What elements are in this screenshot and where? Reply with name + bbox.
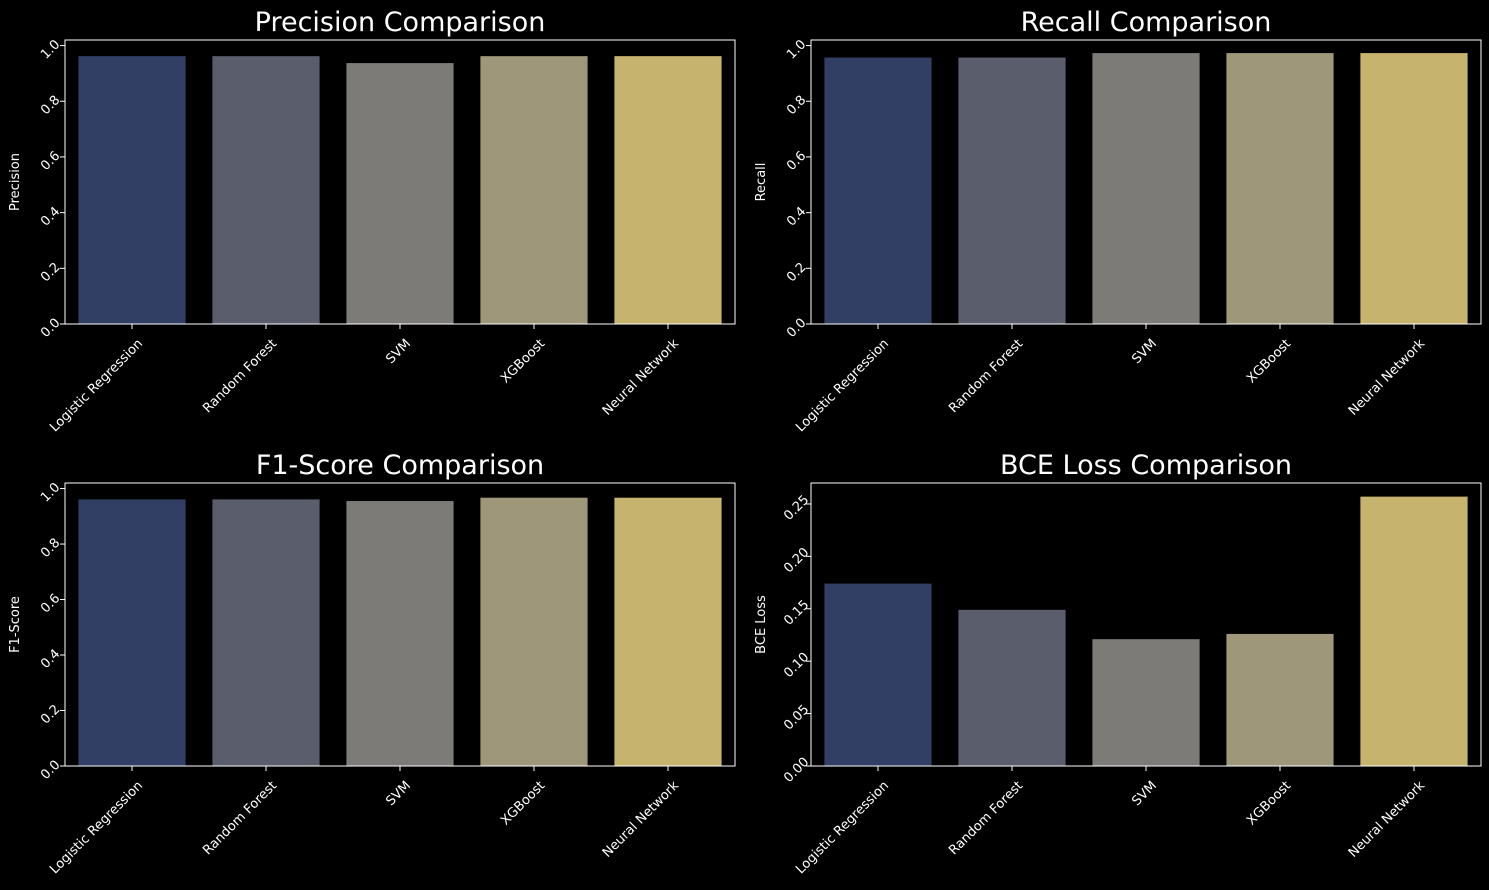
bce-loss-bar-3	[1226, 633, 1334, 766]
f1-score-bar-0	[78, 499, 186, 766]
bce-loss-bar-0	[824, 583, 932, 766]
recall-bar-3	[1226, 53, 1334, 324]
bce-loss-bar-4	[1360, 496, 1468, 766]
f1-score-bar-1	[212, 499, 320, 766]
precision-bar-3	[480, 56, 588, 325]
precision-chart-title: Precision Comparison	[255, 7, 546, 38]
recall-bar-0	[824, 57, 932, 325]
precision-bar-0	[78, 56, 186, 325]
f1-score-chart-title: F1-Score Comparison	[256, 450, 544, 481]
bce-loss-chart-title: BCE Loss Comparison	[1000, 450, 1292, 481]
f1-score-bar-4	[614, 497, 722, 766]
precision-bar-1	[212, 56, 320, 325]
f1-score-bar-2	[346, 501, 454, 766]
bce-loss-chart-ylabel: BCE Loss	[754, 595, 769, 654]
recall-bar-4	[1360, 53, 1468, 324]
bce-loss-bar-1	[958, 609, 1066, 766]
precision-chart-ylabel: Precision	[8, 153, 23, 211]
recall-chart-title: Recall Comparison	[1021, 7, 1272, 38]
f1-score-chart-ylabel: F1-Score	[8, 596, 23, 653]
recall-chart-ylabel: Recall	[754, 163, 769, 202]
recall-bar-2	[1092, 53, 1200, 324]
precision-bar-4	[614, 56, 722, 325]
precision-bar-2	[346, 63, 454, 324]
bce-loss-bar-2	[1092, 639, 1200, 766]
precision-chart: Precision Comparison Precision 0.00.20.4…	[8, 7, 736, 435]
f1-score-bar-3	[480, 497, 588, 766]
recall-bar-1	[958, 57, 1066, 325]
